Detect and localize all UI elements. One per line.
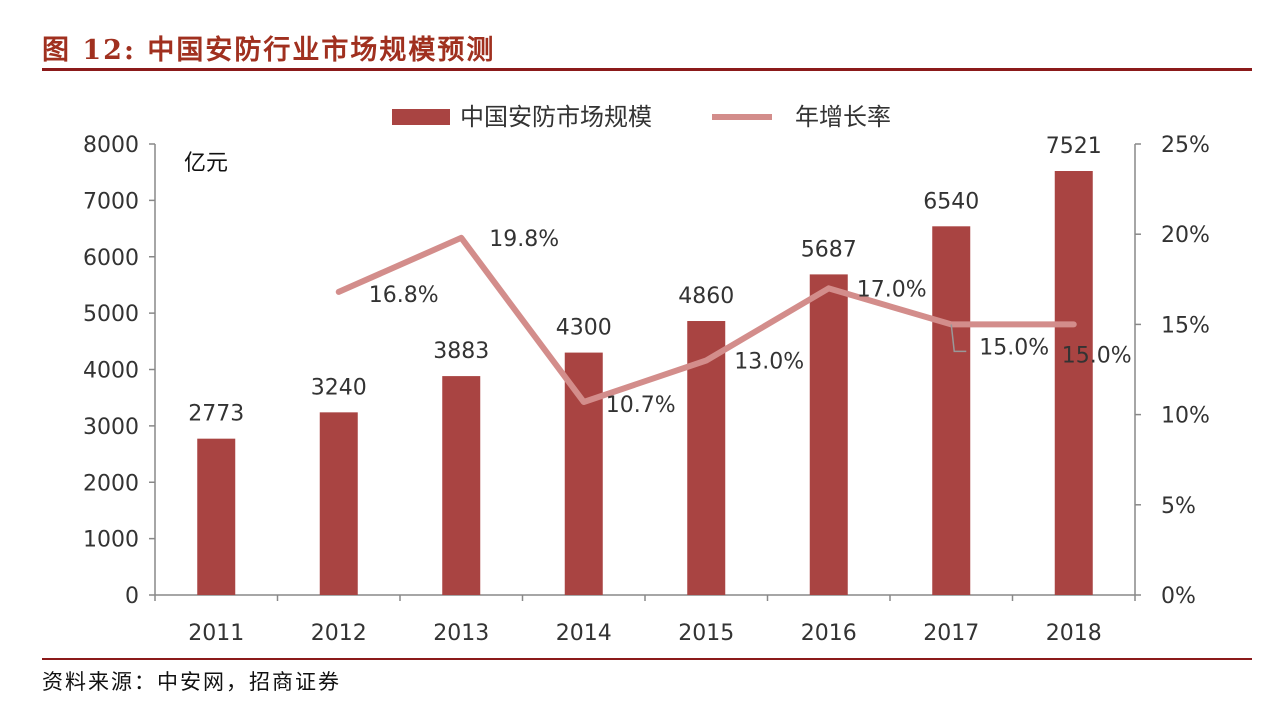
line-label: 10.7% <box>606 393 676 418</box>
bar <box>932 226 971 595</box>
x-tick-label: 2014 <box>556 621 612 646</box>
bar <box>564 352 603 595</box>
bar-label: 4300 <box>556 316 612 341</box>
bar <box>1054 171 1093 595</box>
y-tick-label: 8000 <box>83 133 139 158</box>
bar <box>809 274 848 595</box>
x-tick-label: 2015 <box>678 621 734 646</box>
source-rule <box>42 658 1252 660</box>
bar-label: 6540 <box>923 189 979 214</box>
line-label: 19.8% <box>489 227 559 252</box>
y2-tick-label: 5% <box>1161 494 1196 519</box>
legend-bar-swatch <box>392 109 450 125</box>
bar-label: 5687 <box>801 237 857 262</box>
line-label: 15.0% <box>1062 343 1132 368</box>
figure-title: 图 12: 中国安防行业市场规模预测 <box>42 35 496 66</box>
y2-tick-label: 15% <box>1161 313 1210 338</box>
x-tick-label: 2018 <box>1046 621 1102 646</box>
y-tick-label: 4000 <box>83 359 139 384</box>
line-label: 13.0% <box>734 349 804 374</box>
y-tick-label: 0 <box>125 584 139 609</box>
y2-tick-label: 25% <box>1161 133 1210 158</box>
line-label: 17.0% <box>857 277 927 302</box>
y-tick-label: 7000 <box>83 189 139 214</box>
label-leader-line <box>950 324 967 353</box>
legend-bar-label: 中国安防市场规模 <box>460 103 652 131</box>
y-tick-label: 1000 <box>83 528 139 553</box>
bar <box>442 376 481 595</box>
line-label: 15.0% <box>979 335 1049 360</box>
y2-tick-label: 20% <box>1161 223 1210 248</box>
x-tick-label: 2011 <box>188 621 244 646</box>
bar <box>197 438 236 595</box>
bar-label: 4860 <box>678 284 734 309</box>
y-tick-label: 2000 <box>83 471 139 496</box>
x-tick-label: 2012 <box>311 621 367 646</box>
bar-label: 7521 <box>1046 134 1102 159</box>
legend-line-label: 年增长率 <box>795 103 891 131</box>
line-label: 16.8% <box>369 283 439 308</box>
y2-tick-label: 10% <box>1161 404 1210 429</box>
bar <box>319 412 358 595</box>
y-tick-label: 6000 <box>83 246 139 271</box>
x-tick-label: 2013 <box>433 621 489 646</box>
bar-label: 2773 <box>188 402 244 427</box>
title-rule <box>42 68 1252 71</box>
x-tick-label: 2017 <box>923 621 979 646</box>
y2-tick-label: 0% <box>1161 584 1196 609</box>
source-note: 资料来源：中安网，招商证券 <box>42 670 341 694</box>
x-tick-label: 2016 <box>801 621 857 646</box>
bar-label: 3240 <box>311 375 367 400</box>
bar-label: 3883 <box>433 339 489 364</box>
y-tick-label: 5000 <box>83 302 139 327</box>
y-tick-label: 3000 <box>83 415 139 440</box>
y-axis-unit: 亿元 <box>184 151 228 176</box>
